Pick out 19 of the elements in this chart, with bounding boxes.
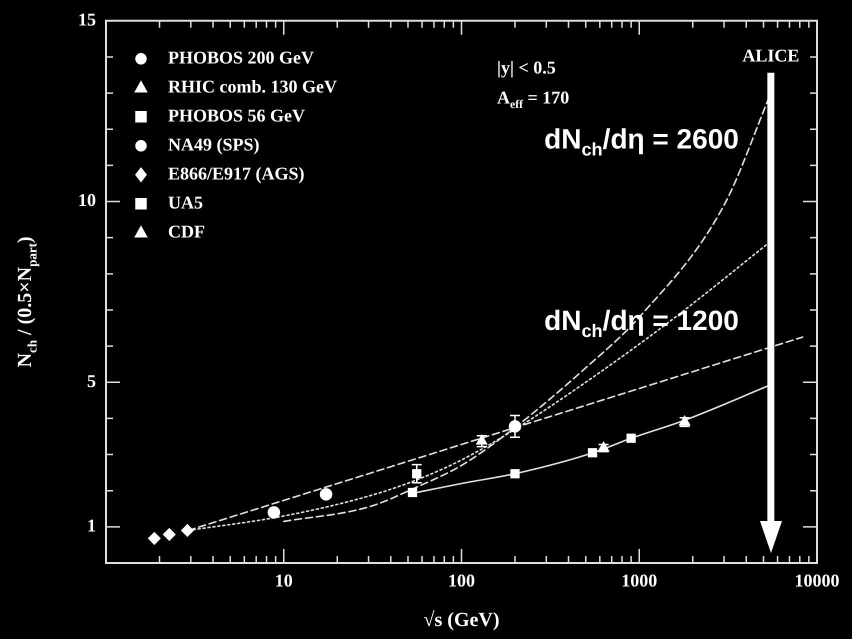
legend-label: RHIC comb. 130 GeV [168, 76, 337, 96]
legend-label: E866/E917 (AGS) [168, 163, 305, 184]
y-tick-label: 15 [78, 9, 96, 30]
y-tick-label: 5 [87, 370, 96, 391]
legend-label: UA5 [168, 192, 203, 212]
x-axis-title: √s (GeV) [424, 609, 500, 632]
y-tick-label: 1 [87, 516, 96, 536]
legend-label: PHOBOS 200 GeV [168, 47, 314, 68]
x-tick-label: 100 [448, 570, 475, 590]
legend-label: CDF [168, 221, 205, 242]
x-tick-label: 10000 [794, 570, 840, 590]
x-tick-label: 1000 [621, 570, 658, 590]
y-axis-title: Nch / (0.5×Npart) [14, 236, 40, 368]
annotation: |y| < 0.5 [497, 57, 556, 78]
legend-label: NA49 (SPS) [168, 134, 260, 154]
x-tick-label: 10 [274, 570, 293, 590]
ref-line-label: ALICE [742, 45, 800, 66]
legend-label: PHOBOS 56 GeV [168, 105, 306, 126]
y-tick-label: 10 [78, 190, 96, 210]
